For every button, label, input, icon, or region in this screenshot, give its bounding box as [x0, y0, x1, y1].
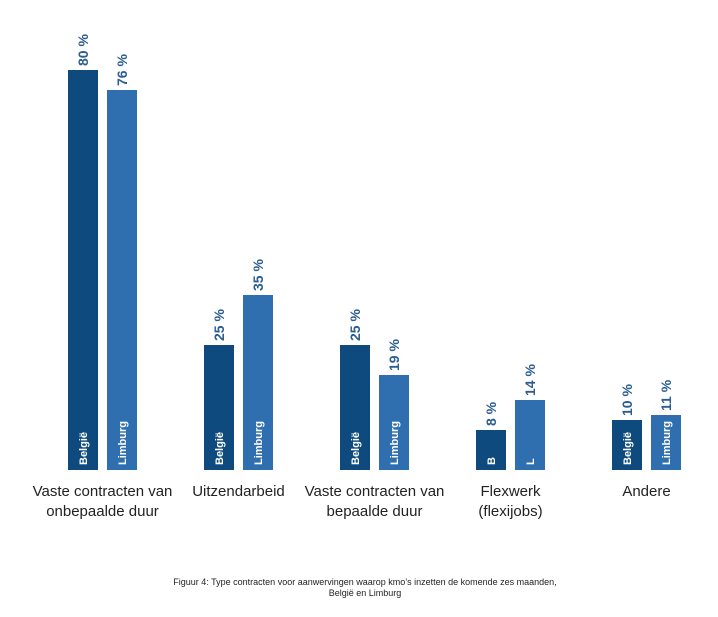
category-label-3-line-1: (flexijobs) — [478, 503, 542, 520]
value-label-belgie-3: 8 % — [483, 401, 499, 426]
value-label-limburg-0: 76 % — [114, 54, 130, 86]
bar-series-label-belgie-1: België — [214, 432, 226, 465]
value-label-limburg-2: 19 % — [386, 339, 402, 371]
bar-belgie-2 — [340, 345, 370, 470]
category-label-3-line-0: Flexwerk — [480, 483, 541, 500]
category-label-0-line-1: onbepaalde duur — [46, 503, 159, 520]
category-label-4-line-0: Andere — [622, 483, 670, 500]
bar-limburg-2 — [379, 375, 409, 470]
bar-series-label-belgie-2: België — [350, 432, 362, 465]
value-label-belgie-0: 80 % — [75, 34, 91, 66]
bar-series-label-limburg-4: Limburg — [661, 421, 673, 465]
category-label-0-line-0: Vaste contracten van — [33, 483, 173, 500]
value-label-limburg-3: 14 % — [522, 364, 538, 396]
bar-belgie-4 — [612, 420, 642, 470]
figure-caption: Figuur 4: Type contracten voor aanwervin… — [173, 577, 557, 598]
category-label-2-line-0: Vaste contracten van — [305, 483, 445, 500]
value-label-limburg-1: 35 % — [250, 259, 266, 291]
bar-limburg-3 — [515, 400, 545, 470]
bar-series-label-belgie-0: België — [78, 432, 90, 465]
bar-series-label-limburg-1: Limburg — [253, 421, 265, 465]
value-label-limburg-4: 11 % — [658, 379, 674, 411]
bar-limburg-0 — [107, 90, 137, 470]
category-label-2-line-1: bepaalde duur — [327, 503, 423, 520]
value-label-belgie-4: 10 % — [619, 384, 635, 416]
bar-belgie-3 — [476, 430, 506, 470]
bar-series-label-belgie-4: België — [622, 432, 634, 465]
bar-series-label-limburg-2: Limburg — [389, 421, 401, 465]
bar-series-label-limburg-3: L — [525, 458, 537, 465]
category-label-1-line-0: Uitzendarbeid — [192, 483, 285, 500]
value-label-belgie-1: 25 % — [211, 309, 227, 341]
bar-belgie-0 — [68, 70, 98, 470]
bar-limburg-1 — [243, 295, 273, 470]
value-label-belgie-2: 25 % — [347, 309, 363, 341]
bar-series-label-belgie-3: B — [486, 457, 498, 465]
bar-chart: 80 % België 76 % Limburg Vaste contracten va… — [33, 34, 681, 520]
bar-limburg-4 — [651, 415, 681, 470]
bar-belgie-1 — [204, 345, 234, 470]
bar-series-label-limburg-0: Limburg — [117, 421, 129, 465]
